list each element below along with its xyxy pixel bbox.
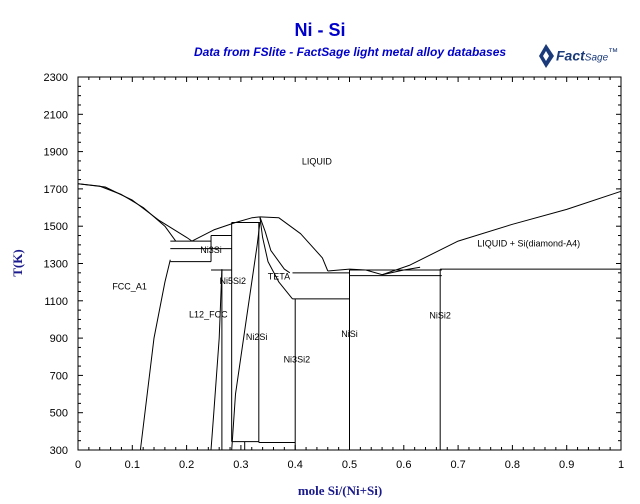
x-tick-label: 0.2	[179, 459, 194, 471]
phase-labels: LIQUID LIQUID + Si(diamond-A4) FCC_A1 L12_F…	[112, 157, 580, 365]
y-tick-label: 1300	[44, 259, 68, 271]
chart-title: Ni - Si	[294, 20, 346, 40]
phase-boundary-curve-5	[259, 216, 291, 274]
x-tick-label: 0.9	[559, 459, 574, 471]
y-axis-ticks: 300 500 700 900 1100 1300 1500 1700 1900 2100 2300	[44, 72, 621, 457]
phase-boundary-curve-3	[259, 216, 329, 272]
factsage-logo-icon	[539, 44, 554, 68]
phase-label-2: FCC_A1	[112, 282, 147, 292]
logo-brand: Fact	[556, 47, 585, 64]
x-tick-label: 0.6	[396, 459, 411, 471]
y-tick-label: 900	[50, 333, 68, 345]
y-tick-label: 1500	[44, 221, 68, 233]
y-axis-label: T(K)	[10, 249, 25, 276]
logo-suffix: Sage	[584, 52, 609, 64]
x-axis-label: mole Si/(Ni+Si)	[298, 483, 382, 498]
x-tick-label: 1	[618, 459, 624, 471]
phase-label-4: Ni3Si	[200, 245, 222, 255]
chart-subtitle: Data from FSlite - FactSage light metal …	[193, 45, 507, 59]
logo-mark: ™	[608, 47, 619, 58]
y-tick-label: 700	[50, 370, 68, 382]
x-tick-label: 0.5	[342, 459, 357, 471]
x-tick-label: 0.3	[233, 459, 248, 471]
phase-label-0: LIQUID	[302, 157, 333, 167]
x-tick-label: 0.7	[450, 459, 465, 471]
factsage-logo-text: FactSage™	[556, 47, 618, 64]
y-tick-label: 2100	[44, 109, 68, 121]
phase-boundary-curve-9	[139, 259, 171, 451]
phase-boundary-curve-2	[191, 216, 260, 242]
y-tick-label: 500	[50, 408, 68, 420]
x-tick-label: 0.1	[125, 459, 140, 471]
phase-label-8: Ni3Si2	[284, 354, 311, 364]
phase-label-6: TETA	[268, 271, 290, 281]
phase-label-9: NiSi	[341, 329, 358, 339]
x-tick-label: 0	[75, 459, 81, 471]
phase-boundary-curve-10	[210, 269, 223, 451]
phase-boundaries	[77, 183, 622, 451]
phase-boundary-curve-7	[381, 190, 622, 276]
phase-label-1: LIQUID + Si(diamond-A4)	[477, 239, 580, 249]
y-tick-label: 300	[50, 445, 68, 457]
y-tick-label: 1900	[44, 147, 68, 159]
y-tick-label: 1100	[44, 296, 68, 308]
phase-boundary-curve-0	[77, 183, 193, 242]
phase-boundary-curve-1	[77, 183, 177, 242]
x-tick-label: 0.8	[505, 459, 520, 471]
x-tick-label: 0.4	[288, 459, 303, 471]
phase-label-5: Ni5Si2	[219, 276, 246, 286]
phase-label-10: NiSi2	[429, 311, 451, 321]
phase-boundary-curve-4	[259, 216, 293, 300]
phase-boundary-curve-11	[231, 222, 261, 451]
y-tick-label: 2300	[44, 72, 68, 84]
phase-label-7: Ni2Si	[246, 332, 268, 342]
x-axis-ticks: 0 0.1 0.2 0.3 0.4 0.5 0.6 0.7 0.8 0.9 1	[75, 77, 624, 471]
phase-label-3: L12_FCC	[189, 310, 228, 320]
y-tick-label: 1700	[44, 184, 68, 196]
